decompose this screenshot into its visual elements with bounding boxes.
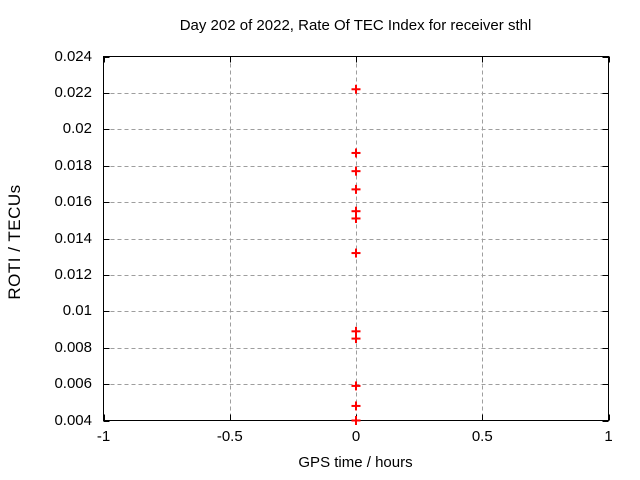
data-point-marker [351, 248, 361, 258]
data-point-marker [351, 184, 361, 194]
data-point-marker [351, 84, 361, 94]
x-axis-label: GPS time / hours [298, 454, 413, 471]
data-point-marker [351, 166, 361, 176]
data-point-marker [351, 416, 361, 425]
data-point-marker [351, 148, 361, 158]
data-point-marker [351, 334, 361, 344]
data-point-marker [351, 213, 361, 223]
data-point-marker [351, 381, 361, 391]
data-point-marker [351, 401, 361, 411]
chart-title: Day 202 of 2022, Rate Of TEC Index for r… [179, 17, 532, 34]
